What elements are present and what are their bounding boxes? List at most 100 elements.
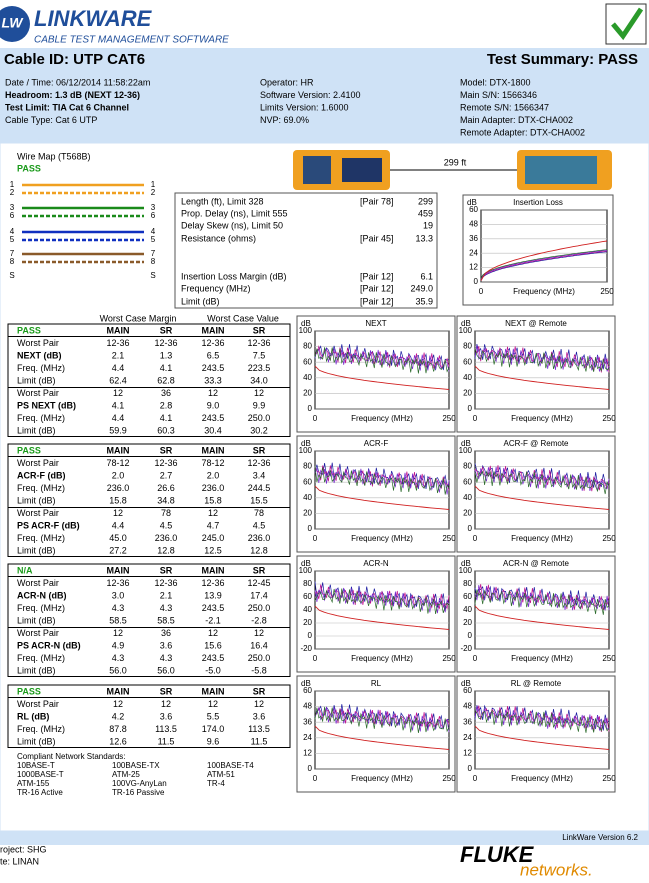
cell: 243.5 [202,363,225,373]
cell: 60.3 [157,425,175,435]
y-tick-label: 40 [303,373,312,382]
trace [314,462,450,490]
prop-label: Delay Skew (ns), Limit 50 [181,220,283,230]
cell: 113.5 [155,724,177,734]
limit-curve [474,605,610,630]
standard: 100VG-AnyLan [112,779,167,788]
cell: 15.8 [109,495,127,505]
cell: 78-12 [106,458,129,468]
x-tick-label: 0 [313,414,318,423]
cell: 236.0 [248,533,271,543]
y-tick-label: 20 [463,389,472,398]
prop-label: Limit (dB) [181,296,220,306]
cell: 12 [208,508,218,518]
y-tick-label: 0 [474,277,479,286]
cell: 250.0 [248,413,271,423]
info-line: Model: DTX-1800 [460,77,531,87]
cell: 12 [208,388,218,398]
cell: 4.7 [207,520,220,530]
standard: TR-4 [207,779,225,788]
x-axis-label: Frequency (MHz) [513,287,575,296]
x-axis-label: Frequency (MHz) [351,774,413,783]
plot-unit: dB [301,439,311,448]
cell: 12 [113,699,123,709]
prop-value: 35.9 [415,296,433,306]
cell: 4.4 [112,413,125,423]
cell: 2.8 [160,400,173,410]
info-line: Software Version: 2.4100 [260,90,361,100]
footer-band [0,831,649,845]
pin-label: 7 [151,249,156,258]
x-axis-label: Frequency (MHz) [351,534,413,543]
main-screen [303,156,331,184]
cell: SR [253,325,266,335]
table-frame [7,563,291,677]
row-label: Freq. (MHz) [17,363,65,373]
standard: ATM-51 [207,770,235,779]
cell: 62.4 [109,375,127,385]
info-line: Remote Adapter: DTX-CHA002 [460,127,585,137]
row-label: N/A [17,565,33,575]
y-tick-label: 80 [303,579,312,588]
cell: 30.2 [250,425,268,435]
prop-label: Frequency (MHz) [181,283,251,293]
x-tick-label: 0 [473,414,478,423]
cell: 223.5 [248,363,271,373]
row-label: Limit (dB) [17,495,56,505]
pin-label: 6 [10,211,15,220]
cell: 4.4 [112,520,125,530]
y-tick-label: 100 [459,326,473,335]
row-label: ACR-F (dB) [17,470,66,480]
cell: -5.0 [205,665,221,675]
cell: -5.8 [251,665,267,675]
cell: 45.0 [109,533,127,543]
cell: 3.6 [160,640,173,650]
cell: 59.9 [109,425,127,435]
cell: 4.1 [112,400,125,410]
cell: 3.6 [253,711,266,721]
x-tick-label: 250 [602,774,616,783]
cell: SR [253,565,266,575]
cell: 12.5 [204,545,222,555]
cell: MAIN [107,445,130,455]
project: roject: SHG [0,844,47,854]
cell: 245.0 [202,533,225,543]
site: te: LINAN [0,856,39,866]
y-tick-label: 100 [299,566,313,575]
pin-label: 3 [151,203,156,212]
prop-label: Insertion Loss Margin (dB) [181,271,287,281]
plot-box [456,675,616,793]
y-tick-label: 60 [303,477,312,486]
pass-box [605,3,647,45]
cell: MAIN [107,686,130,696]
cell: SR [160,565,173,575]
standard: ATM-25 [112,770,140,779]
cell: 12.6 [109,736,127,746]
table-frame [7,323,291,437]
plot-unit: dB [461,559,471,568]
row-label: PASS [17,445,41,455]
cell: 2.1 [112,350,125,360]
y-tick-label: 100 [459,446,473,455]
cell: MAIN [107,325,130,335]
y-tick-label: 80 [303,342,312,351]
cell: 6.5 [207,350,220,360]
prop-value: 249.0 [410,283,433,293]
y-tick-label: 0 [308,764,313,773]
row-label: Freq. (MHz) [17,413,65,423]
trace [474,470,610,495]
pin-label: 5 [10,235,15,244]
cell: 12-45 [247,578,270,588]
pin-label: S [150,271,155,280]
cell: -2.8 [251,615,267,625]
standards-title: Compliant Network Standards: [17,752,126,761]
logo-subtitle: CABLE TEST MANAGEMENT SOFTWARE [34,35,229,46]
cell: SR [160,686,173,696]
y-tick-label: 12 [303,749,312,758]
standard: 100BASE-TX [112,761,160,770]
trace [314,588,450,614]
cell: 12-36 [247,458,270,468]
plot-box [456,435,616,553]
cell: MAIN [202,565,225,575]
trace [480,249,608,279]
